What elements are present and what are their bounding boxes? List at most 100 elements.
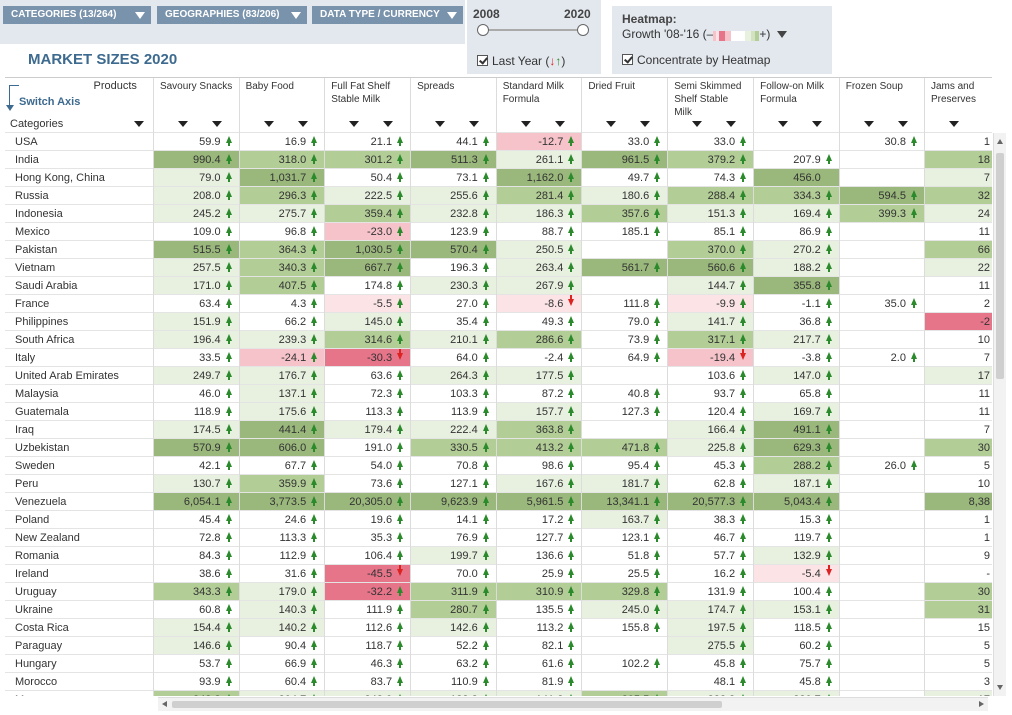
table-cell[interactable]: 1 <box>923 510 992 529</box>
table-cell[interactable]: 13,341.1 <box>581 492 668 511</box>
table-cell[interactable]: -3.8 <box>753 348 840 367</box>
table-cell[interactable]: 21.1 <box>324 132 411 151</box>
table-cell[interactable]: 179.4 <box>324 420 411 439</box>
table-cell[interactable] <box>838 384 925 403</box>
timeline-end-handle[interactable] <box>577 24 589 36</box>
table-cell[interactable] <box>838 222 925 241</box>
table-row[interactable]: Venezuela 6,054.1 3,773.5 20,305.0 9,623.9 5,… <box>5 492 992 511</box>
table-cell[interactable]: 9 <box>923 546 992 565</box>
table-cell[interactable]: 441.4 <box>238 420 325 439</box>
vertical-scrollbar[interactable] <box>993 133 1006 696</box>
table-cell[interactable] <box>838 258 925 277</box>
table-cell[interactable]: 17 <box>923 366 992 385</box>
table-cell[interactable]: 25.5 <box>581 564 668 583</box>
table-cell[interactable]: 93.9 <box>152 672 240 691</box>
table-cell[interactable]: 11 <box>923 222 992 241</box>
table-cell[interactable] <box>838 420 925 439</box>
table-cell[interactable]: 2 <box>923 294 992 313</box>
categories-dropdown[interactable]: CATEGORIES (13/264) <box>3 6 151 24</box>
table-cell[interactable]: 281.4 <box>495 186 582 205</box>
table-cell[interactable]: 275.7 <box>238 204 325 223</box>
table-cell[interactable]: 59.9 <box>152 132 240 151</box>
table-cell[interactable]: 131.9 <box>667 582 754 601</box>
table-cell[interactable]: 33.5 <box>152 348 240 367</box>
table-cell[interactable]: 570.4 <box>410 240 497 259</box>
table-cell[interactable]: 61.6 <box>495 654 582 673</box>
table-cell[interactable]: 96.8 <box>238 222 325 241</box>
table-cell[interactable]: 5,961.5 <box>495 492 582 511</box>
table-cell[interactable]: 87.2 <box>495 384 582 403</box>
table-cell[interactable]: 19.6 <box>324 510 411 529</box>
table-cell[interactable]: 257.5 <box>152 258 240 277</box>
table-row[interactable]: Uruguay 343.3 179.0 -32.2 311.9 310.9 329.8 131… <box>5 582 992 601</box>
table-cell[interactable] <box>753 132 840 151</box>
table-cell[interactable]: 57.7 <box>667 546 754 565</box>
timeline-start-handle[interactable] <box>477 24 489 36</box>
table-cell[interactable]: 314.6 <box>324 330 411 349</box>
table-cell[interactable]: 141.2 <box>495 690 582 696</box>
table-cell[interactable]: 204.7 <box>238 690 325 696</box>
table-cell[interactable]: 46.7 <box>667 528 754 547</box>
table-cell[interactable]: 27.0 <box>410 294 497 313</box>
table-cell[interactable]: 220.7 <box>753 690 840 696</box>
table-cell[interactable]: 2.0 <box>838 348 925 367</box>
table-cell[interactable]: 399.3 <box>838 204 925 223</box>
table-cell[interactable]: 31 <box>923 600 992 619</box>
table-row[interactable]: South Africa 196.4 239.3 314.6 210.1 286.6 73.… <box>5 330 992 349</box>
table-cell[interactable]: -12.7 <box>495 132 582 151</box>
table-cell[interactable]: 135.5 <box>495 600 582 619</box>
table-cell[interactable]: 560.6 <box>667 258 754 277</box>
table-cell[interactable]: 30 <box>923 582 992 601</box>
table-cell[interactable]: 561.7 <box>581 258 668 277</box>
table-cell[interactable]: 230.3 <box>410 276 497 295</box>
table-cell[interactable]: 183.2 <box>410 690 497 696</box>
table-cell[interactable]: 196.4 <box>152 330 240 349</box>
table-row[interactable]: Sweden 42.1 67.7 54.0 70.8 98.6 95.4 45.3 288.2 2… <box>5 456 992 475</box>
table-cell[interactable]: -23.0 <box>324 222 411 241</box>
table-cell[interactable]: 24.6 <box>238 510 325 529</box>
table-cell[interactable]: 355.8 <box>753 276 840 295</box>
table-cell[interactable]: 175.6 <box>238 402 325 421</box>
filter-dropdown-icon[interactable] <box>863 121 874 127</box>
table-cell[interactable]: 594.5 <box>838 186 925 205</box>
table-cell[interactable]: 35.0 <box>838 294 925 313</box>
table-cell[interactable]: 120.4 <box>667 402 754 421</box>
table-cell[interactable]: -30.3 <box>324 348 411 367</box>
table-cell[interactable]: -24.1 <box>238 348 325 367</box>
table-cell[interactable] <box>838 600 925 619</box>
table-cell[interactable]: 197.5 <box>667 618 754 637</box>
table-cell[interactable]: 207.9 <box>753 150 840 169</box>
table-cell[interactable]: 63.6 <box>324 366 411 385</box>
table-cell[interactable]: 379.2 <box>667 150 754 169</box>
table-cell[interactable]: 113.2 <box>495 618 582 637</box>
filter-dropdown-icon[interactable] <box>177 121 188 127</box>
table-cell[interactable]: 280.7 <box>410 600 497 619</box>
table-cell[interactable]: 54.0 <box>324 456 411 475</box>
table-cell[interactable]: 179.0 <box>238 582 325 601</box>
table-cell[interactable]: 667.7 <box>324 258 411 277</box>
table-cell[interactable]: 5 <box>923 456 992 475</box>
table-cell[interactable]: 222.4 <box>410 420 497 439</box>
table-cell[interactable]: 1 <box>923 132 992 151</box>
table-cell[interactable] <box>838 564 925 583</box>
table-cell[interactable]: 60.4 <box>238 672 325 691</box>
table-cell[interactable] <box>581 636 668 655</box>
table-cell[interactable]: - <box>923 564 992 583</box>
table-cell[interactable]: 127.7 <box>495 528 582 547</box>
table-cell[interactable] <box>838 510 925 529</box>
table-cell[interactable]: 359.9 <box>238 474 325 493</box>
table-row[interactable]: Ireland 38.6 31.6 -45.5 70.0 25.9 25.5 16.2 -5.4… <box>5 564 992 583</box>
table-cell[interactable]: 199.7 <box>410 546 497 565</box>
table-cell[interactable]: 191.0 <box>324 438 411 457</box>
vertical-scroll-thumb[interactable] <box>996 153 1004 379</box>
scroll-up-icon[interactable] <box>997 139 1003 144</box>
table-cell[interactable]: 364.3 <box>238 240 325 259</box>
table-cell[interactable]: 17 <box>923 690 992 696</box>
table-cell[interactable]: 4.3 <box>238 294 325 313</box>
table-cell[interactable]: 64.9 <box>581 348 668 367</box>
table-cell[interactable]: 146.6 <box>152 636 240 655</box>
table-cell[interactable] <box>838 582 925 601</box>
table-cell[interactable]: 20,305.0 <box>324 492 411 511</box>
filter-dropdown-icon[interactable] <box>692 121 703 127</box>
table-cell[interactable]: 106.4 <box>324 546 411 565</box>
